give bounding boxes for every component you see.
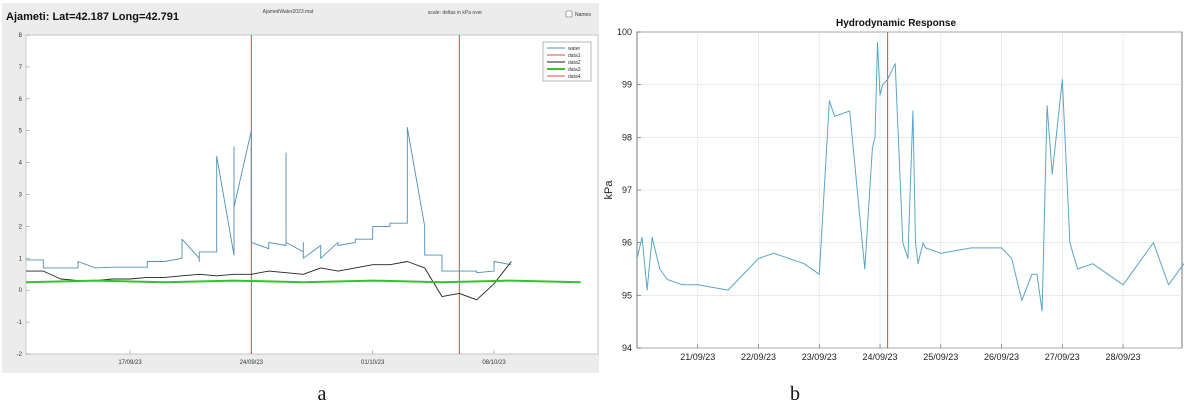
panel-b-y-axis-label: kPa	[603, 180, 615, 200]
panel-b-x-tick-label: 22/09/23	[741, 352, 776, 362]
panel-b-x-tick-label: 27/09/23	[1045, 352, 1080, 362]
panel-b-y-tick-label: 98	[622, 132, 632, 142]
panel-b-y-tick-label: 99	[622, 80, 632, 90]
panel-a-y-tick-label: 0	[19, 288, 23, 294]
legend-label-data4: data4	[568, 74, 581, 80]
panel-a-x-tick-label: 01/10/23	[361, 360, 385, 366]
panel-b-x-tick-label: 28/09/23	[1106, 352, 1141, 362]
panel-a-y-ticks: -2 -1 0 1 2 3 4 5 6 7 8	[17, 33, 30, 358]
panel-a-y-tick-label: 3	[19, 193, 23, 199]
panel-b-x-tick-label: 23/09/23	[802, 352, 837, 362]
panel-a-y-tick-label: 1	[19, 256, 23, 262]
panel-b-y-tick-label: 95	[622, 290, 632, 300]
panel-b-x-tick-label: 21/09/23	[680, 352, 715, 362]
panel-a-y-tick-label: -1	[17, 320, 23, 326]
panel-a-y-tick-label: 2	[19, 224, 23, 230]
panel-b-y-ticks: 94 95 96 97 98 99 100	[617, 27, 641, 353]
panel-a-note: scale: deltas in kPa over	[428, 10, 483, 16]
panel-b-y-tick-label: 100	[617, 27, 632, 37]
panel-b-x-tick-label: 25/09/23	[923, 352, 958, 362]
series-line-data2	[26, 261, 512, 301]
panel-b-x-ticks: 21/09/23 22/09/23 23/09/23 24/09/23 25/09/23…	[680, 344, 1141, 362]
panel-b-chart: Hydrodynamic Response 94 95 96 97 98 99 100 21…	[603, 3, 1185, 373]
panel-b-grid	[637, 31, 1182, 349]
panel-a-y-tick-label: 5	[19, 129, 23, 135]
panel-a-x-tick-label: 08/10/23	[482, 360, 506, 366]
series-line-water	[26, 127, 512, 274]
names-checkbox[interactable]	[565, 10, 573, 18]
panel-b-y-tick-label: 94	[622, 343, 632, 353]
panel-a-x-tick-label: 17/09/23	[118, 360, 142, 366]
panel-label-a: a	[318, 383, 327, 405]
legend-label-water: water	[568, 46, 581, 52]
panel-b-title: Hydrodynamic Response	[836, 18, 956, 29]
panel-b-series	[636, 42, 1185, 312]
panel-a-y-tick-label: 4	[19, 161, 23, 167]
panel-a-x-tick-label: 24/09/23	[240, 360, 264, 366]
legend-label-data1: data1	[568, 53, 581, 59]
panel-a-chart: Ajameti: Lat=42.187 Long=42.791 AjametiW…	[2, 3, 599, 373]
panel-a-file-label: AjametiWater2023.mat	[263, 9, 314, 15]
panel-a-y-tick-label: -2	[17, 352, 23, 358]
panel-b-y-tick-label: 96	[622, 238, 632, 248]
panel-a-y-tick-label: 8	[19, 33, 23, 39]
panel-a-y-tick-label: 6	[19, 97, 23, 103]
panel-a-y-tick-label: 7	[19, 65, 23, 71]
names-checkbox-label: Names	[575, 12, 591, 18]
panel-b-x-tick-label: 24/09/23	[863, 352, 898, 362]
panel-a-series	[25, 127, 581, 301]
panel-b-x-tick-label: 26/09/23	[984, 352, 1019, 362]
panel-a-title: Ajameti: Lat=42.187 Long=42.791	[6, 11, 179, 23]
panel-label-b: b	[790, 383, 800, 405]
panel-b-series-line	[636, 42, 1185, 312]
legend-label-data3: data3	[568, 67, 581, 73]
panel-b-y-tick-label: 97	[622, 185, 632, 195]
panel-a-axes	[25, 34, 599, 355]
legend-label-data2: data2	[568, 60, 581, 66]
series-line-data3	[25, 279, 581, 284]
